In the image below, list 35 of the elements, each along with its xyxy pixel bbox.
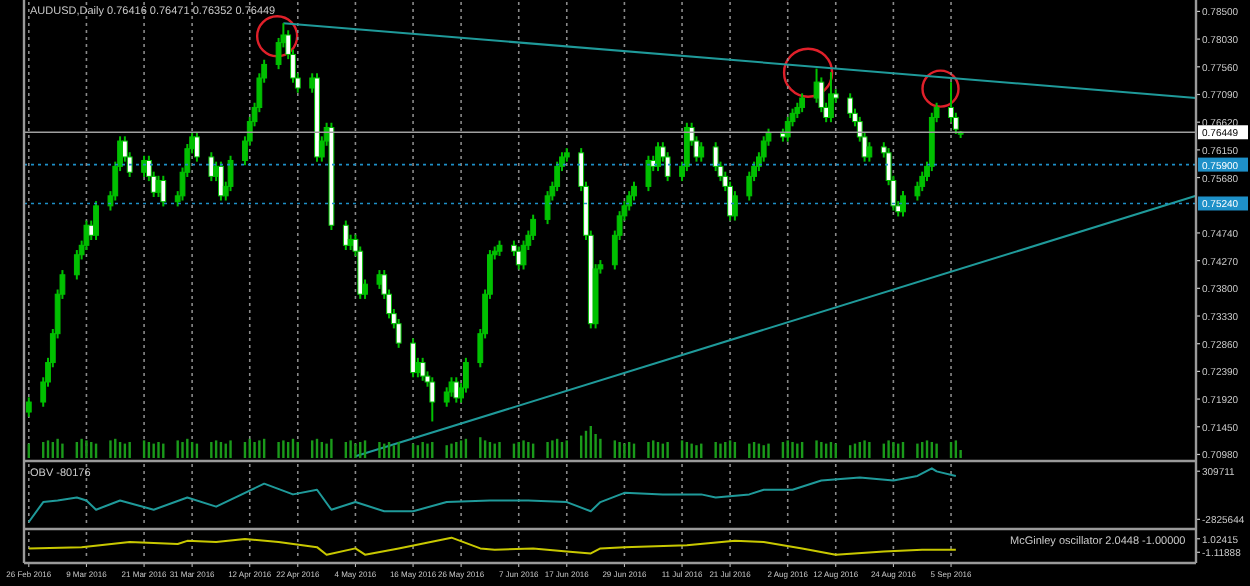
candlestick (746, 170, 753, 202)
candlestick (698, 141, 705, 163)
candlestick (784, 115, 791, 143)
candlestick (419, 356, 426, 382)
candlestick (914, 180, 921, 202)
candlestick (847, 92, 854, 120)
candlestick (919, 170, 926, 193)
candlestick (731, 190, 738, 222)
candlestick (813, 67, 820, 104)
candlestick (83, 219, 90, 252)
candlestick (429, 376, 436, 423)
candlestick (760, 135, 767, 163)
candlestick (395, 317, 402, 349)
candlestick (73, 249, 80, 281)
candlestick (818, 76, 825, 114)
candlestick (93, 200, 99, 242)
candlestick (655, 141, 661, 173)
line-series (27, 536, 957, 556)
candlestick (866, 141, 873, 163)
candlestick (828, 71, 834, 124)
candlestick (530, 213, 537, 242)
candlestick (25, 396, 32, 418)
candlestick (712, 141, 719, 173)
candlestick (727, 180, 733, 222)
candlestick (410, 337, 416, 379)
candlestick (194, 131, 200, 163)
candlestick (554, 160, 561, 193)
candlestick (645, 154, 652, 193)
candlestick (799, 92, 806, 114)
candlestick (342, 219, 349, 252)
candlestick (160, 174, 167, 208)
candlestick (544, 190, 551, 226)
candlestick (900, 190, 906, 218)
line-series (27, 467, 957, 524)
candlestick (208, 151, 215, 183)
